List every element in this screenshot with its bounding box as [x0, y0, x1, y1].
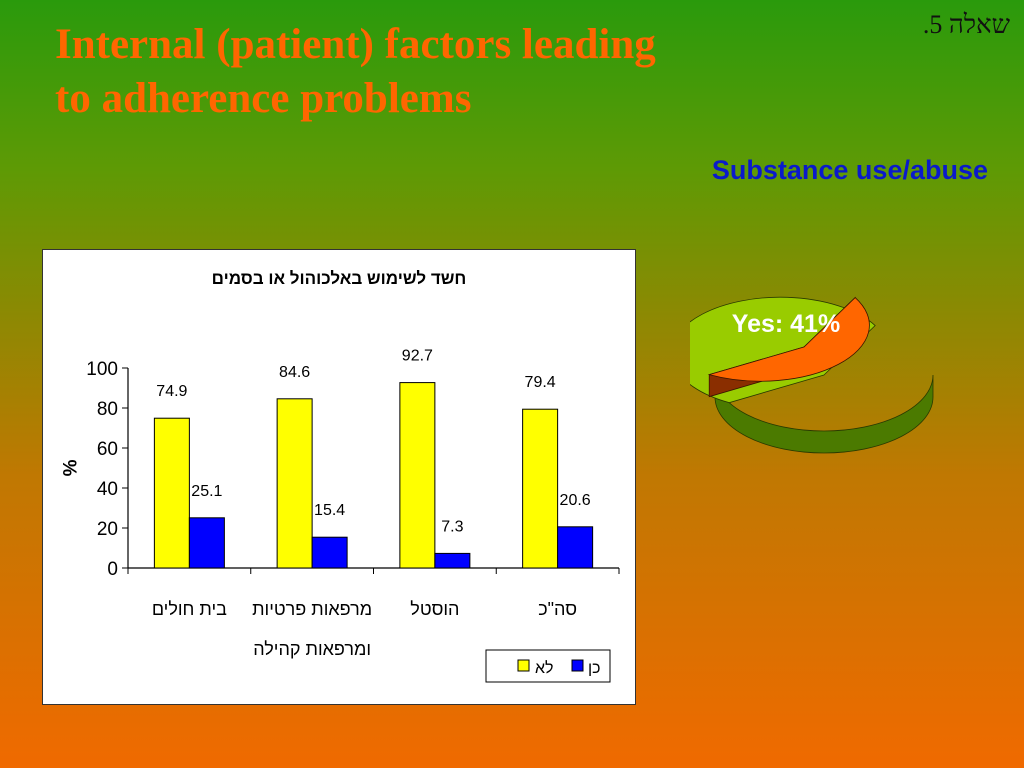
pie-chart: Yes: 41%	[671, 296, 934, 454]
bar	[311, 536, 348, 569]
question-label: שאלה 5.	[922, 10, 1010, 39]
bar	[522, 408, 559, 569]
y-tick-label: 40	[97, 479, 118, 500]
legend-swatch	[517, 659, 530, 672]
y-tick-label: 60	[97, 439, 118, 460]
y-axis-label: %	[58, 460, 79, 477]
x-tick-label: הוסטל	[410, 599, 459, 619]
legend-label: כן	[588, 660, 601, 677]
data-label: 74.9	[156, 383, 187, 400]
bar	[434, 552, 471, 569]
pie-label: Yes: 41%	[732, 310, 840, 338]
bar	[153, 417, 190, 569]
data-label: 84.6	[279, 364, 310, 381]
chart-title: חשד לשימוש באלכוהול או בסמים	[212, 269, 467, 288]
slide-title: Internal (patient) factors leading to ad…	[55, 18, 815, 126]
bar	[557, 526, 594, 569]
chart-subtitle: Substance use/abuse	[711, 155, 988, 185]
bar	[399, 382, 436, 569]
x-tick-label: מרפאות פרטיות	[252, 599, 372, 619]
x-tick-label: ומרפאות קהילה	[253, 639, 371, 659]
bar-chart: חשד לשימוש באלכוהול או בסמים% 0 20 40 60 80 10…	[58, 269, 620, 683]
x-tick-label: סה"כ	[538, 599, 577, 619]
bar	[276, 398, 313, 569]
x-tick-label: בית חולים	[152, 599, 227, 619]
y-tick-label: 0	[107, 559, 118, 580]
data-label: 79.4	[525, 374, 556, 391]
y-tick-label: 80	[97, 399, 118, 420]
legend-label: לא	[535, 659, 554, 677]
data-label: 7.3	[441, 518, 463, 535]
slide-title-line-2: to adherence problems	[55, 75, 472, 122]
pie-slice	[707, 297, 870, 382]
data-label: 20.6	[560, 492, 591, 509]
pie-chart-panel: Yes: 41%	[671, 285, 940, 475]
data-label: 92.7	[402, 348, 433, 365]
y-tick-label: 100	[86, 359, 118, 380]
data-label: 25.1	[191, 483, 222, 500]
bar-chart-panel: חשד לשימוש באלכוהול או בסמים% 0 20 40 60 80 10…	[42, 249, 636, 705]
legend-swatch	[571, 659, 584, 672]
legend-box	[485, 649, 611, 683]
y-tick-label: 20	[97, 519, 118, 540]
slide-title-line-1: Internal (patient) factors leading	[55, 21, 656, 68]
data-label: 15.4	[314, 502, 345, 519]
bar	[188, 517, 225, 569]
